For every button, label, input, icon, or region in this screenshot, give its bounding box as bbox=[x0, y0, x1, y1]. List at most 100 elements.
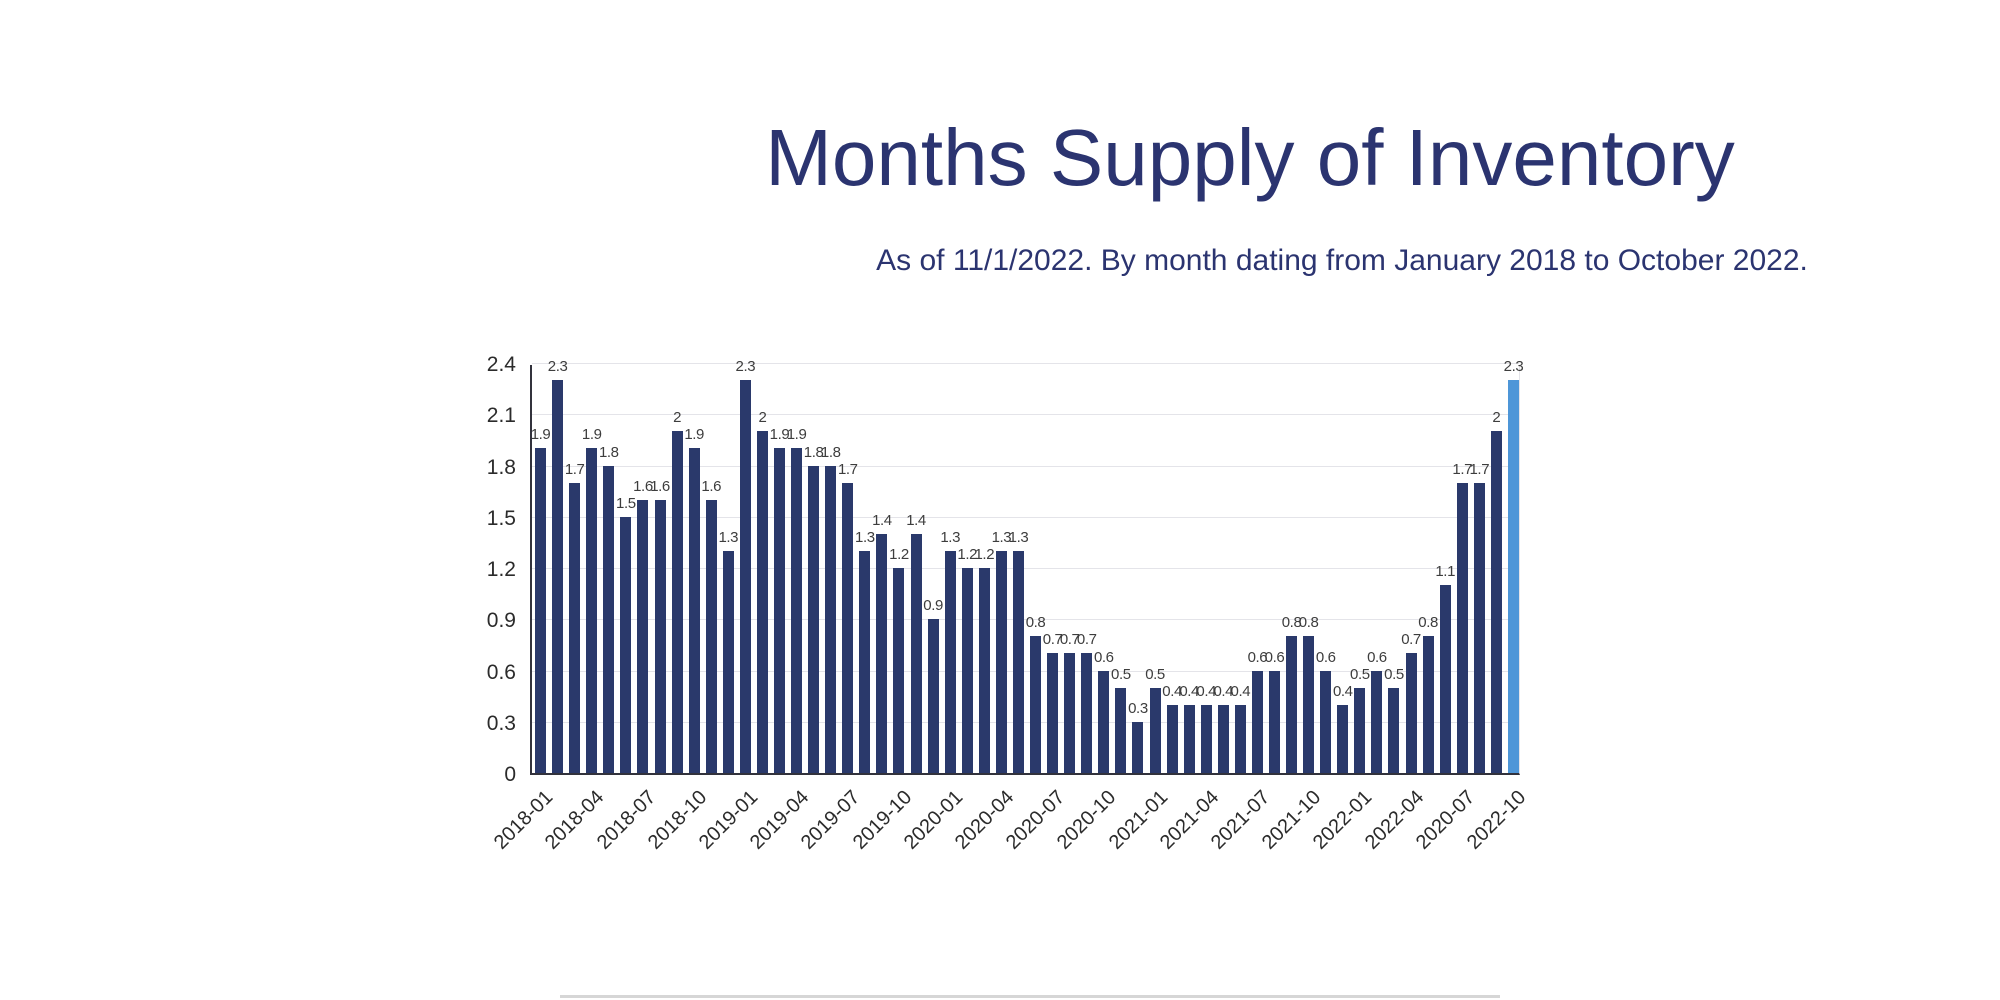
bar-2021-04 bbox=[1200, 704, 1212, 773]
y-tick-label: 0.6 bbox=[486, 660, 516, 684]
bar-value-label: 1.8 bbox=[820, 443, 841, 461]
gridline bbox=[532, 516, 1519, 518]
bottom-divider bbox=[560, 995, 1500, 998]
bar-value-label: 1.9 bbox=[581, 426, 602, 444]
bar-2019-11 bbox=[910, 533, 922, 773]
bar-2021-05 bbox=[1217, 704, 1229, 773]
page-title: Months Supply of Inventory bbox=[765, 113, 1735, 202]
bar-value-label: 0.7 bbox=[1042, 631, 1063, 649]
bar-value-label: 1.8 bbox=[598, 443, 619, 461]
bar-value-label: 1.7 bbox=[837, 460, 858, 478]
bar-2018-02 bbox=[552, 380, 564, 773]
gridline bbox=[532, 414, 1519, 416]
bar-2018-08 bbox=[654, 499, 666, 773]
bar-2021-12 bbox=[1337, 704, 1349, 773]
months-supply-bar-chart: 1.9 2.3 1.7 1.9 1.8 1.5 1.6 1.6 2 1.9 1.6 1.3 2.3 2 1.… bbox=[487, 353, 1531, 854]
bar-value-label: 0.7 bbox=[1401, 631, 1421, 649]
bar-2022-02 bbox=[1371, 670, 1383, 773]
y-tick-label: 0.9 bbox=[486, 609, 516, 633]
bar-2021-03 bbox=[1183, 704, 1195, 773]
bar-value-label: 0.5 bbox=[1350, 665, 1370, 683]
bar-2021-06 bbox=[1234, 704, 1246, 773]
bar-2020-08 bbox=[1064, 653, 1076, 773]
y-tick-label: 2.4 bbox=[486, 353, 516, 376]
bar-2018-06 bbox=[620, 516, 632, 773]
bar-value-label: 1.2 bbox=[889, 546, 909, 563]
bar-value-label: 0.6 bbox=[1264, 648, 1285, 666]
bar-2021-11 bbox=[1320, 670, 1332, 773]
bar-value-label: 1.9 bbox=[530, 426, 551, 444]
bar-2019-12 bbox=[927, 619, 939, 773]
bar-value-label: 2.3 bbox=[547, 358, 568, 376]
bar-value-label: 0.8 bbox=[1298, 614, 1319, 632]
bar-2020-04 bbox=[995, 550, 1007, 773]
bar-2021-07 bbox=[1251, 670, 1263, 773]
bar-value-label: 2 bbox=[673, 409, 682, 427]
bar-value-label: 0.4 bbox=[1230, 682, 1251, 700]
bar-2022-06 bbox=[1439, 585, 1451, 773]
bar-2022-05 bbox=[1422, 636, 1434, 773]
bar-2020-03 bbox=[978, 568, 990, 773]
bar-value-label: 0.4 bbox=[1332, 682, 1353, 700]
bar-value-label: 1.3 bbox=[855, 528, 875, 546]
chart-plot: 1.9 2.3 1.7 1.9 1.8 1.5 1.6 1.6 2 1.9 1.6 1.3 2.3 2 1.… bbox=[530, 359, 1524, 775]
bar-value-label: 2 bbox=[1492, 409, 1501, 427]
bar-2018-07 bbox=[637, 499, 649, 773]
bar-value-label: 1.9 bbox=[769, 426, 790, 444]
bar-2020-12 bbox=[1132, 721, 1144, 773]
bar-2020-07 bbox=[1047, 653, 1059, 773]
bar-2018-12 bbox=[722, 550, 734, 773]
bar-2021-08 bbox=[1269, 670, 1280, 773]
bar-2022-01 bbox=[1354, 687, 1366, 773]
bar-value-label: 0.3 bbox=[1128, 699, 1148, 717]
bar-value-label: 1.3 bbox=[1008, 528, 1029, 546]
bar-value-label: 1.7 bbox=[564, 460, 585, 478]
bar-value-label: 1.8 bbox=[803, 443, 824, 461]
bar-value-label: 2.3 bbox=[735, 358, 756, 376]
bar-2022-07 bbox=[1456, 482, 1468, 773]
bar-value-label: 1.9 bbox=[786, 426, 807, 444]
bar-2020-11 bbox=[1115, 687, 1127, 773]
bar-2019-03 bbox=[774, 448, 785, 773]
bar-2020-09 bbox=[1081, 653, 1093, 773]
bar-value-label: 0.8 bbox=[1025, 614, 1046, 632]
y-tick-label: 1.8 bbox=[486, 455, 516, 479]
bar-value-label: 1.6 bbox=[650, 477, 670, 495]
chart-subtitle: As of 11/1/2022. By month dating from Ja… bbox=[876, 244, 1808, 277]
bar-value-label: 1.9 bbox=[684, 426, 704, 444]
y-tick-label: 1.5 bbox=[486, 506, 516, 530]
bar-2022-03 bbox=[1388, 687, 1400, 773]
bar-2019-04 bbox=[791, 448, 803, 773]
bar-value-label: 1.4 bbox=[872, 511, 892, 529]
bar-2021-01 bbox=[1149, 687, 1161, 773]
bar-value-label: 0.4 bbox=[1213, 682, 1234, 700]
bar-2021-10 bbox=[1303, 636, 1315, 773]
bar-2019-01 bbox=[739, 380, 751, 773]
bar-2021-02 bbox=[1166, 704, 1178, 773]
bar-value-label: 0.6 bbox=[1247, 648, 1268, 666]
bar-value-label: 0.5 bbox=[1384, 665, 1404, 683]
bar-value-label: 0.7 bbox=[1076, 631, 1097, 649]
bar-value-label: 0.9 bbox=[923, 597, 943, 615]
bar-value-label: 0.7 bbox=[1059, 631, 1080, 649]
bar-2020-02 bbox=[961, 568, 973, 773]
bar-value-label: 0.6 bbox=[1367, 648, 1387, 666]
bar-value-label: 1.7 bbox=[1469, 460, 1490, 478]
bar-value-label: 1.3 bbox=[718, 528, 739, 546]
bar-2022-08 bbox=[1473, 482, 1485, 773]
bar-2022-10 bbox=[1507, 380, 1519, 773]
bar-value-label: 0.5 bbox=[1111, 665, 1131, 683]
bar-value-label: 0.4 bbox=[1179, 682, 1199, 700]
y-tick-label: 0 bbox=[504, 763, 516, 786]
bar-value-label: 1.3 bbox=[991, 528, 1012, 546]
bar-2019-02 bbox=[756, 431, 768, 773]
bar-value-label: 0.4 bbox=[1162, 682, 1182, 700]
bar-2022-09 bbox=[1490, 431, 1502, 773]
bar-2019-08 bbox=[859, 550, 871, 773]
bar-2020-06 bbox=[1030, 636, 1042, 773]
bar-value-label: 1.2 bbox=[974, 546, 995, 563]
bar-value-label: 2 bbox=[758, 409, 767, 427]
bar-value-label: 1.1 bbox=[1435, 563, 1456, 581]
bar-value-label: 1.4 bbox=[906, 511, 926, 529]
bar-2018-09 bbox=[671, 431, 683, 773]
